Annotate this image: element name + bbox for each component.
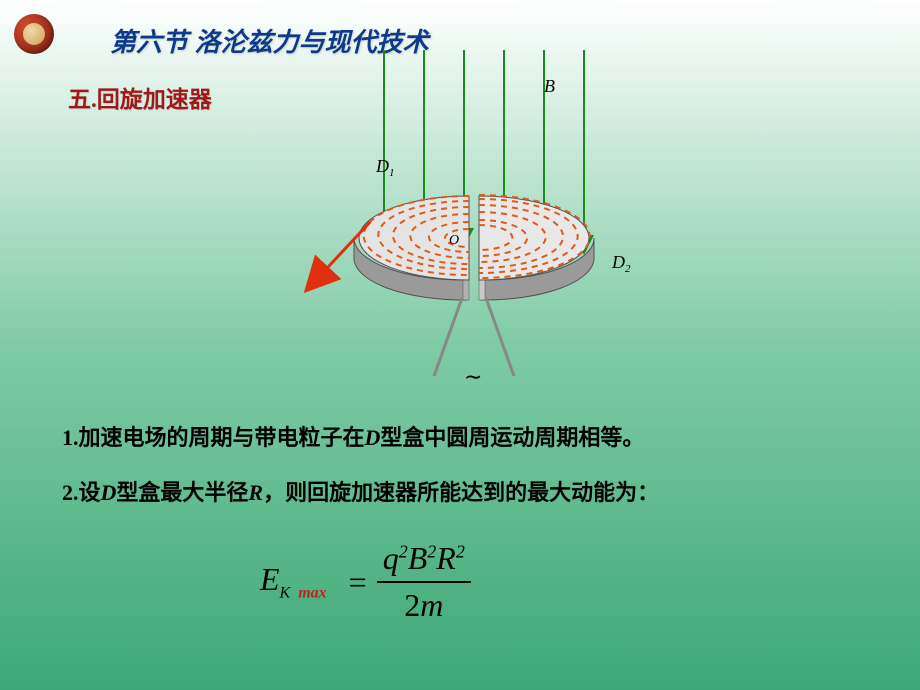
label-O: O bbox=[449, 233, 459, 248]
line2-b: D bbox=[101, 480, 117, 505]
f-eq: = bbox=[349, 564, 367, 601]
lead-left bbox=[434, 298, 462, 376]
logo bbox=[14, 14, 54, 54]
formula-lhs: EK max bbox=[260, 561, 327, 602]
f-max: max bbox=[298, 585, 326, 602]
f-K: K bbox=[280, 585, 291, 602]
line2-d: R bbox=[248, 480, 263, 505]
f-R2: 2 bbox=[456, 541, 465, 561]
ac-symbol: ∼ bbox=[464, 364, 482, 389]
lead-right bbox=[486, 298, 514, 376]
line2-c: 型盒最大半径 bbox=[116, 480, 248, 505]
f-m: m bbox=[420, 587, 443, 623]
section-subtitle: 五.回旋加速器 bbox=[68, 80, 212, 114]
body-line-2: 2.设D型盒最大半径R，则回旋加速器所能达到的最大动能为： bbox=[62, 475, 659, 507]
line2-a: 2.设 bbox=[62, 480, 101, 505]
line1-c: 型盒中圆周运动周期相等。 bbox=[380, 425, 644, 450]
f-q2: 2 bbox=[399, 541, 408, 561]
f-R: R bbox=[436, 540, 456, 576]
label-B: B bbox=[544, 76, 555, 96]
formula-numerator: q2B2R2 bbox=[377, 540, 471, 583]
f-q: q bbox=[383, 540, 399, 576]
formula-denominator: 2m bbox=[404, 583, 443, 624]
logo-inner bbox=[23, 23, 45, 45]
formula: EK max = q2B2R2 2m bbox=[260, 540, 660, 624]
label-D1: D1 bbox=[375, 156, 395, 179]
f-B2: 2 bbox=[427, 541, 436, 561]
cyclotron-diagram: B D1 D2 O ∼ bbox=[284, 50, 644, 390]
f-B: B bbox=[408, 540, 428, 576]
label-D2: D2 bbox=[611, 252, 631, 275]
f-2: 2 bbox=[404, 587, 420, 623]
formula-fraction: q2B2R2 2m bbox=[377, 540, 471, 624]
line1-a: 1.加速电场的周期与带电粒子在 bbox=[62, 425, 365, 450]
body-line-1: 1.加速电场的周期与带电粒子在D型盒中圆周运动周期相等。 bbox=[62, 420, 644, 452]
line2-e: ，则回旋加速器所能达到的最大动能为： bbox=[263, 480, 659, 505]
f-E: E bbox=[260, 561, 280, 597]
line1-b: D bbox=[365, 425, 381, 450]
